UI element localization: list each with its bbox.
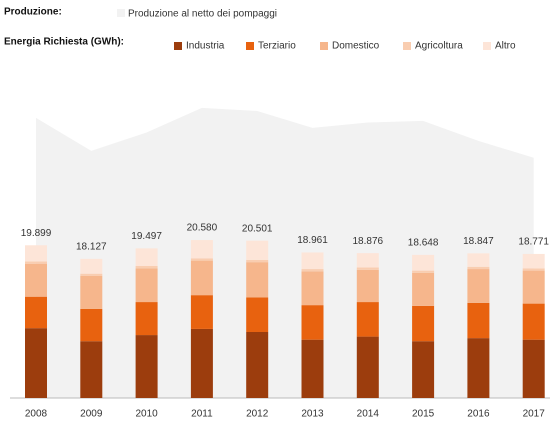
- total-label: 20.580: [187, 223, 218, 234]
- bar-segment: [135, 335, 158, 398]
- demand-label: Energia Richiesta (GWh):: [4, 37, 124, 48]
- bar-segment: [246, 262, 269, 298]
- bar-segment: [522, 268, 545, 271]
- bar-segment: [356, 267, 379, 270]
- bar-segment: [190, 240, 213, 259]
- total-label: 18.771: [518, 237, 549, 248]
- production-label: Produzione:: [4, 7, 62, 18]
- bar-segment: [301, 252, 324, 270]
- bar-segment: [135, 268, 158, 303]
- total-label: 19.497: [131, 231, 162, 242]
- legend-swatch: [117, 9, 125, 17]
- bar-segment: [25, 263, 47, 297]
- bar-segment: [412, 272, 435, 306]
- bar-segment: [467, 302, 490, 339]
- bar-segment: [412, 254, 435, 271]
- legend-swatch: [246, 42, 254, 50]
- bar-segment: [522, 253, 545, 269]
- legend-swatch: [320, 42, 328, 50]
- bar-segment: [412, 305, 435, 342]
- x-tick-label: 2011: [191, 409, 213, 420]
- bar-segment: [190, 258, 213, 261]
- legend-label: Produzione al netto dei pompaggi: [128, 9, 277, 20]
- legend-label: Agricoltura: [415, 41, 463, 52]
- bar-segment: [25, 245, 47, 262]
- bar-segment: [135, 265, 158, 269]
- legend-label: Altro: [495, 41, 516, 52]
- bar-segment: [246, 331, 269, 398]
- x-tick-label: 2017: [523, 409, 546, 420]
- bar-segment: [522, 339, 545, 398]
- bar-segment: [80, 273, 103, 276]
- bar-segment: [190, 260, 213, 296]
- x-tick-label: 2016: [467, 409, 490, 420]
- bar-segment: [467, 253, 490, 267]
- x-tick-label: 2015: [412, 409, 435, 420]
- bar-segment: [25, 261, 47, 264]
- bar-segment: [246, 240, 269, 260]
- total-label: 20.501: [242, 223, 273, 234]
- x-tick-label: 2013: [301, 409, 324, 420]
- bar-segment: [246, 297, 269, 332]
- bar-segment: [412, 270, 435, 273]
- bar-segment: [356, 269, 379, 303]
- bar-segment: [25, 296, 47, 329]
- bar-segment: [190, 295, 213, 329]
- x-tick-label: 2008: [25, 409, 48, 420]
- bar-segment: [301, 305, 324, 340]
- bar-segment: [135, 302, 158, 336]
- bar-segment: [246, 259, 269, 263]
- legend-swatch: [403, 42, 411, 50]
- total-label: 18.876: [353, 236, 384, 247]
- x-tick-label: 2012: [246, 409, 269, 420]
- bar-segment: [80, 308, 103, 342]
- bar-segment: [356, 302, 379, 337]
- bar-segment: [412, 341, 435, 398]
- legend-label: Domestico: [332, 41, 380, 52]
- total-label: 18.847: [463, 236, 494, 247]
- total-label: 18.127: [76, 242, 107, 253]
- total-label: 18.648: [408, 238, 439, 249]
- x-tick-label: 2014: [357, 409, 380, 420]
- bar-segment: [301, 271, 324, 306]
- bar-segment: [356, 336, 379, 398]
- legend-label: Terziario: [258, 41, 296, 52]
- bar-segment: [80, 341, 103, 398]
- legend-label: Industria: [186, 41, 225, 52]
- bar-segment: [356, 253, 379, 268]
- bar-segment: [80, 275, 103, 309]
- x-tick-label: 2009: [80, 409, 103, 420]
- bar-segment: [190, 328, 213, 398]
- bar-segment: [301, 269, 324, 272]
- bar-segment: [522, 303, 545, 340]
- total-label: 19.899: [21, 228, 52, 239]
- bar-segment: [467, 266, 490, 270]
- production-area: [36, 107, 534, 398]
- legend-swatch: [174, 42, 182, 50]
- bar-segment: [80, 258, 103, 274]
- legend-swatch: [483, 42, 491, 50]
- bar-segment: [467, 338, 490, 398]
- bar-segment: [522, 270, 545, 304]
- total-label: 18.961: [297, 235, 328, 246]
- bar-segment: [25, 328, 47, 398]
- bar-segment: [467, 269, 490, 303]
- bar-segment: [135, 248, 158, 266]
- bar-segment: [301, 339, 324, 398]
- x-tick-label: 2010: [135, 409, 158, 420]
